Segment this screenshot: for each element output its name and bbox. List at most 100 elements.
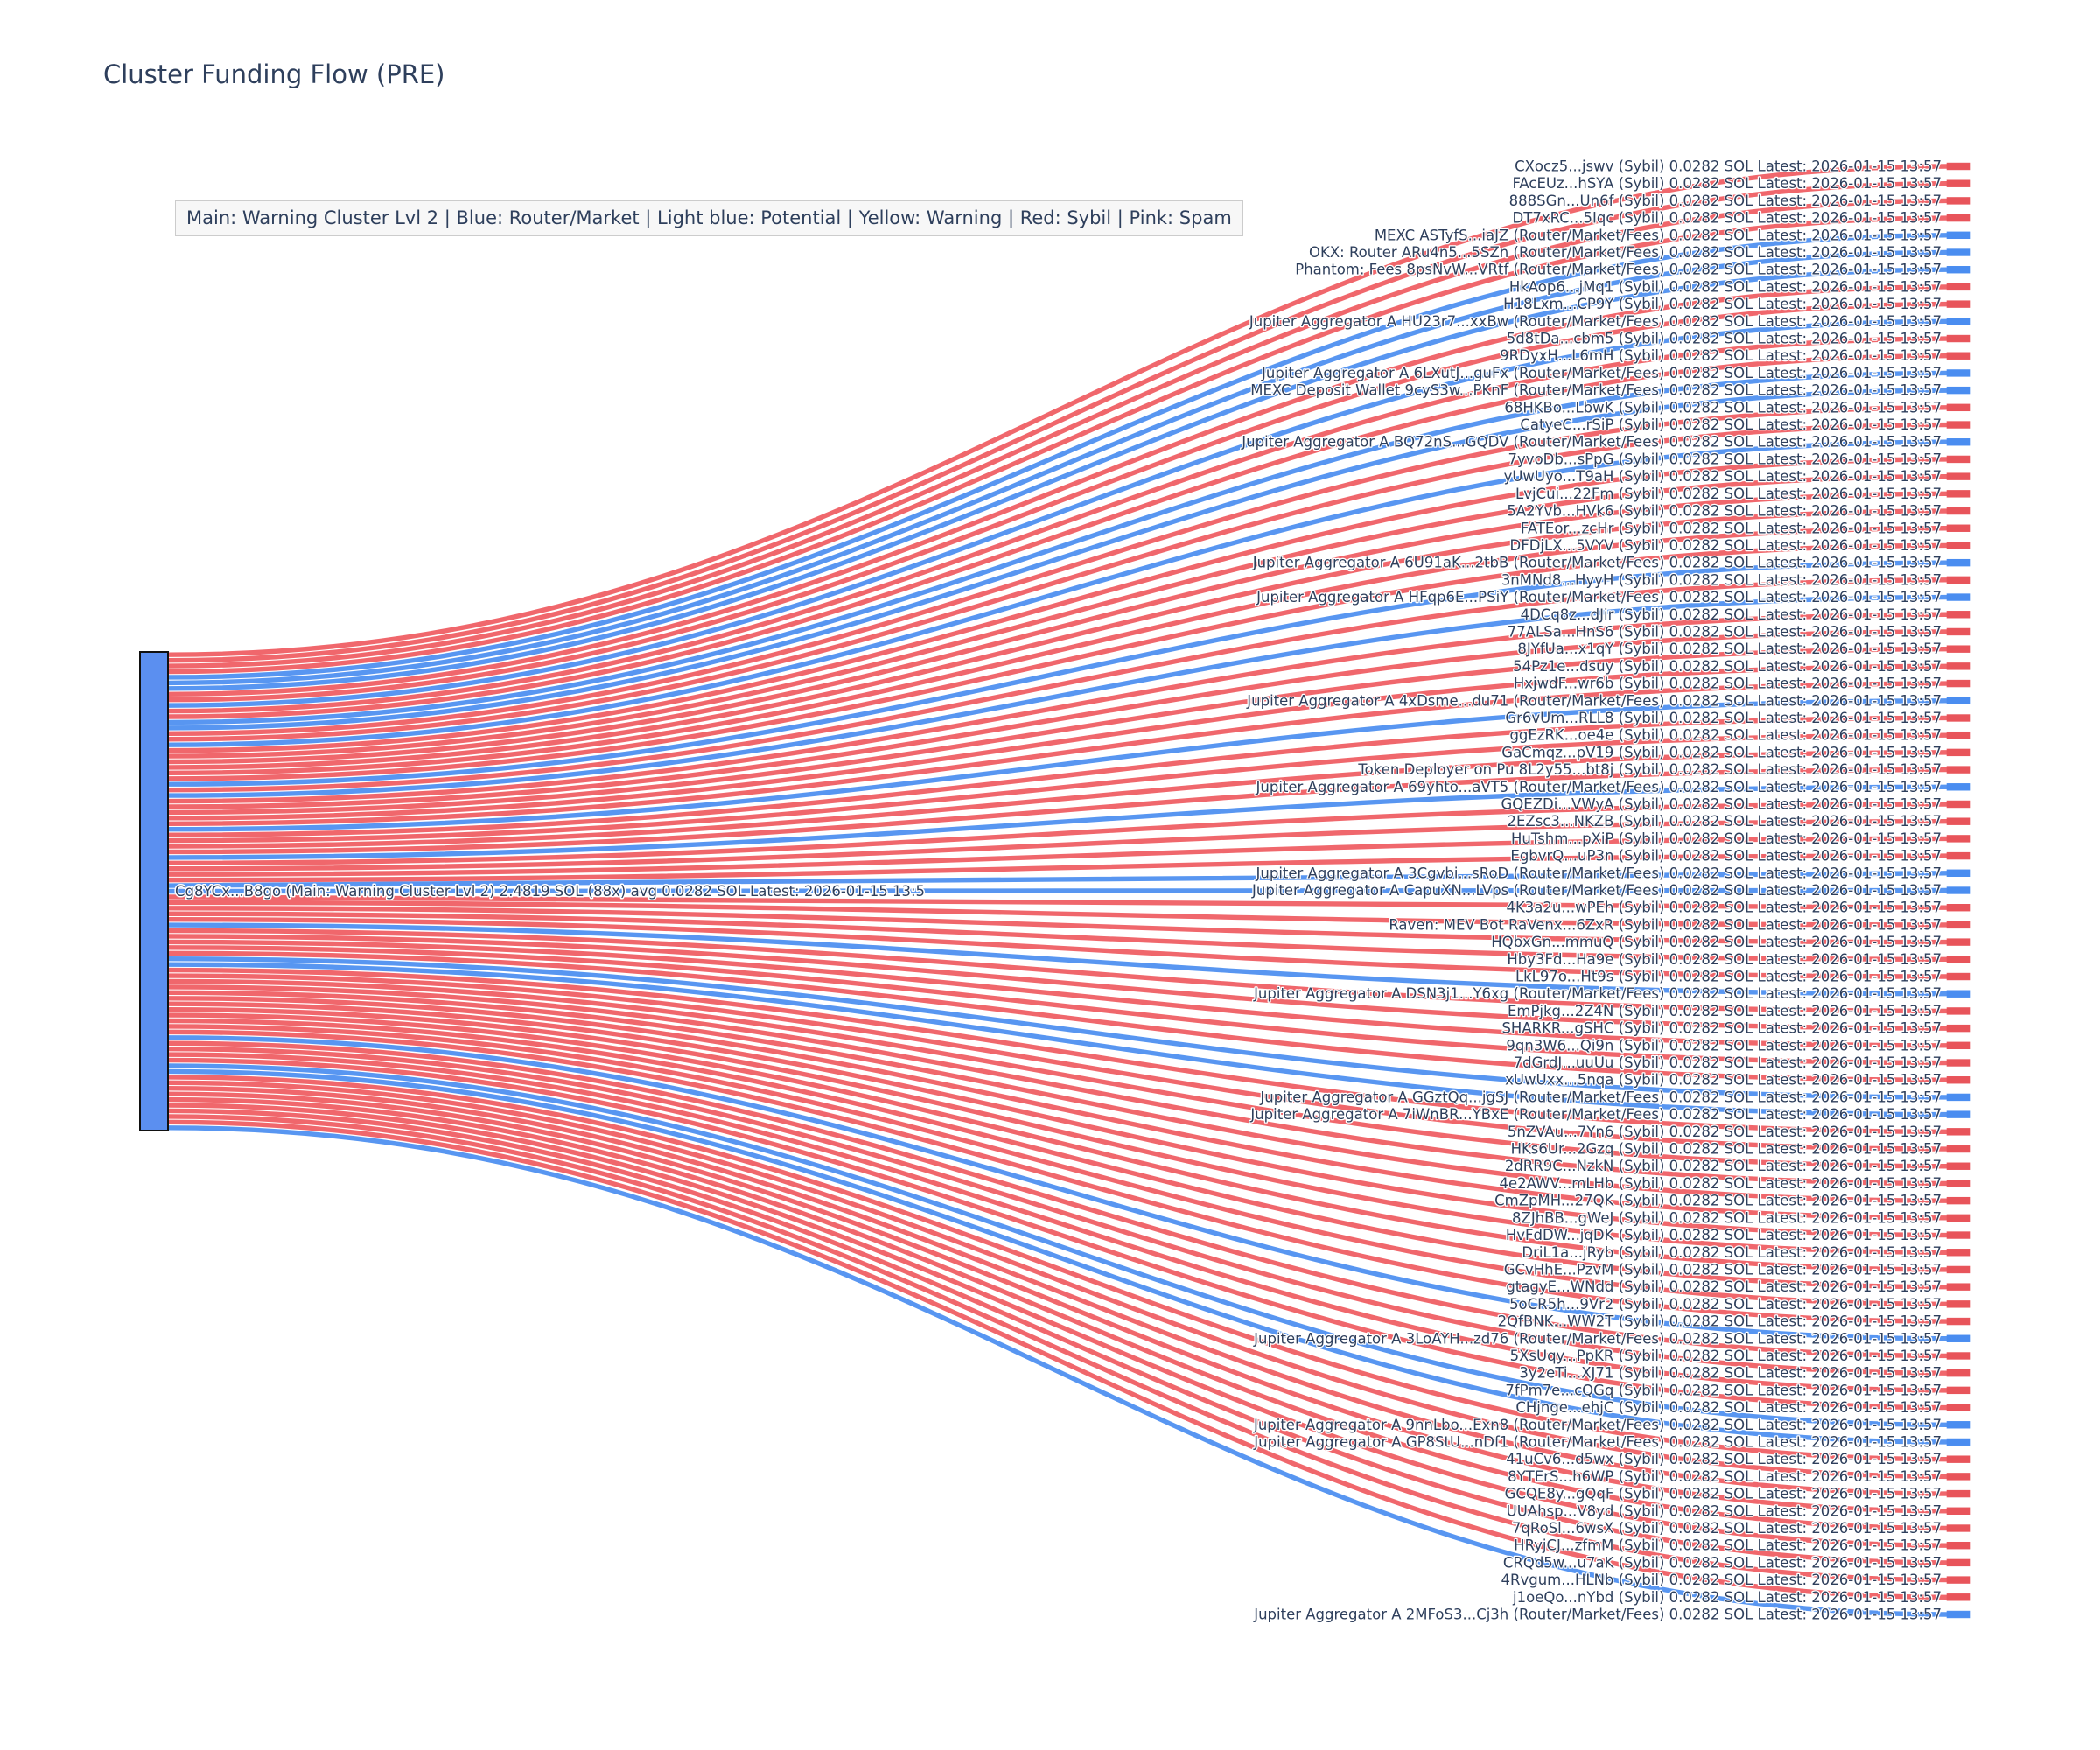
sankey-link[interactable] [167,1091,1948,1514]
sankey-link[interactable] [167,916,1948,979]
sankey-target-node[interactable] [1946,1541,1970,1550]
sankey-target-node[interactable] [1946,1265,1970,1274]
sankey-target-node[interactable] [1946,956,1970,963]
sankey-link[interactable] [167,950,1948,1082]
sankey-link[interactable] [167,1096,1948,1531]
sankey-link[interactable] [167,491,1948,765]
sankey-target-node[interactable] [1946,679,1970,688]
sankey-target-node[interactable] [1946,352,1970,360]
sankey-link[interactable] [167,164,1948,657]
sankey-link[interactable] [167,594,1948,798]
sankey-link[interactable] [167,508,1948,770]
sankey-link[interactable] [167,1080,1948,1480]
sankey-link[interactable] [167,1018,1948,1290]
sankey-target-node[interactable] [1946,1421,1970,1429]
sankey-link[interactable] [167,928,1948,1014]
sankey-target-node[interactable] [1946,817,1970,825]
sankey-target-node[interactable] [1946,1214,1970,1222]
sankey-link[interactable] [167,526,1948,776]
sankey-link[interactable] [167,1012,1948,1272]
sankey-link[interactable] [167,1035,1948,1341]
sankey-target-node[interactable] [1946,611,1970,619]
sankey-target-node[interactable] [1946,197,1970,205]
sankey-link[interactable] [167,1074,1948,1462]
sankey-link[interactable] [167,934,1948,1031]
sankey-target-node[interactable] [1946,1386,1970,1395]
sankey-target-node[interactable] [1946,558,1970,567]
sankey-link[interactable] [167,336,1948,714]
sankey-link[interactable] [167,233,1948,680]
sankey-target-node[interactable] [1946,231,1970,240]
sankey-link[interactable] [167,906,1948,945]
sankey-target-node[interactable] [1946,800,1970,808]
sankey-link[interactable] [167,629,1948,809]
sankey-target-node[interactable] [1946,1610,1970,1619]
sankey-link[interactable] [167,1024,1948,1307]
sankey-link[interactable] [167,267,1948,691]
sankey-link[interactable] [167,1040,1948,1359]
sankey-link[interactable] [167,1006,1948,1255]
sankey-link[interactable] [167,439,1948,747]
sankey-target-node[interactable] [1946,283,1970,291]
sankey-target-node[interactable] [1946,1507,1970,1515]
sankey-target-node[interactable] [1946,938,1970,946]
sankey-target-node[interactable] [1946,369,1970,377]
sankey-target-node[interactable] [1946,162,1970,171]
sankey-target-node[interactable] [1946,714,1970,722]
sankey-target-node[interactable] [1946,542,1970,550]
sankey-target-node[interactable] [1946,593,1970,601]
sankey-target-node[interactable] [1946,438,1970,446]
sankey-target-node[interactable] [1946,1024,1970,1032]
sankey-link[interactable] [167,1052,1948,1393]
sankey-link[interactable] [167,422,1948,742]
sankey-target-node[interactable] [1946,851,1970,860]
sankey-target-node[interactable] [1946,1041,1970,1050]
sankey-target-node[interactable] [1946,1300,1970,1308]
sankey-link[interactable] [167,663,1948,821]
sankey-link[interactable] [167,984,1948,1186]
sankey-link[interactable] [167,215,1948,675]
sankey-link[interactable] [167,457,1948,753]
sankey-link[interactable] [167,1001,1948,1238]
sankey-target-node[interactable] [1946,472,1970,480]
sankey-target-node[interactable] [1946,1455,1970,1463]
sankey-target-node[interactable] [1946,1576,1970,1584]
sankey-link[interactable] [167,802,1948,866]
sankey-target-node[interactable] [1946,662,1970,670]
sankey-link[interactable] [167,715,1948,837]
sankey-target-node[interactable] [1946,645,1970,653]
sankey-link[interactable] [167,784,1948,860]
sankey-link[interactable] [167,1125,1948,1617]
sankey-link[interactable] [167,1029,1948,1324]
sankey-link[interactable] [167,1086,1948,1496]
sankey-link[interactable] [167,871,1948,888]
sankey-target-node[interactable] [1946,421,1970,429]
sankey-target-node[interactable] [1946,386,1970,395]
sankey-target-node[interactable] [1946,1334,1970,1342]
sankey-link[interactable] [167,990,1948,1203]
sankey-link[interactable] [167,945,1948,1066]
sankey-target-node[interactable] [1946,972,1970,981]
sankey-link[interactable] [167,922,1948,997]
sankey-target-node[interactable] [1946,1231,1970,1239]
sankey-link[interactable] [167,956,1948,1100]
sankey-link[interactable] [167,853,1948,883]
sankey-target-node[interactable] [1946,507,1970,515]
sankey-link[interactable] [167,1063,1948,1427]
sankey-link[interactable] [167,249,1948,686]
sankey-target-node[interactable] [1946,1144,1970,1153]
sankey-link[interactable] [167,818,1948,872]
sankey-target-node[interactable] [1946,731,1970,739]
sankey-target-node[interactable] [1946,1317,1970,1326]
sankey-target-node[interactable] [1946,869,1970,877]
sankey-link[interactable] [167,1102,1948,1548]
sankey-target-node[interactable] [1946,627,1970,636]
sankey-target-node[interactable] [1946,1524,1970,1532]
sankey-link[interactable] [167,646,1948,816]
sankey-link[interactable] [167,900,1948,928]
sankey-link[interactable] [167,750,1948,849]
sankey-link[interactable] [167,973,1948,1152]
sankey-link[interactable] [167,939,1948,1048]
sankey-target-node[interactable] [1946,766,1970,774]
sankey-link[interactable] [167,996,1948,1221]
